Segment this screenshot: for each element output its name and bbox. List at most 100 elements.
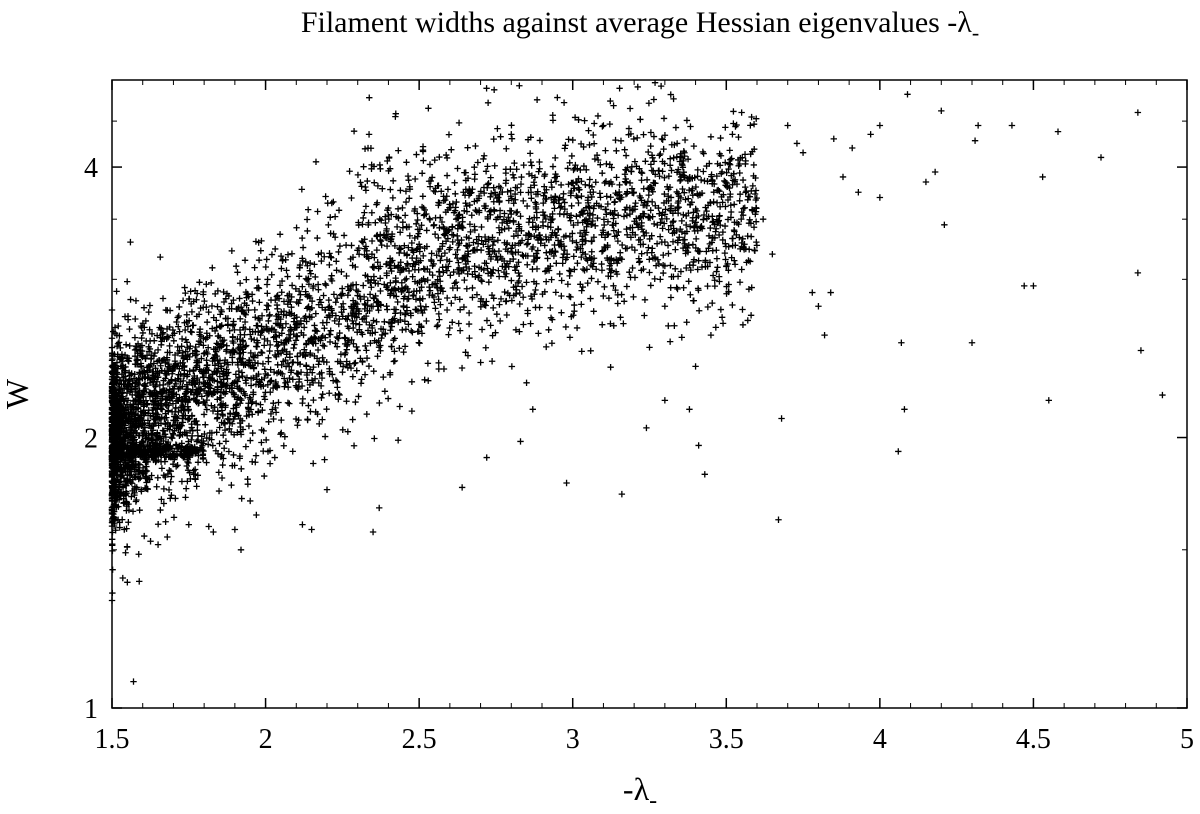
data-point — [228, 247, 236, 255]
data-point — [131, 436, 139, 443]
data-point — [573, 239, 580, 246]
data-point — [520, 294, 527, 301]
data-point — [599, 321, 606, 328]
data-point — [503, 260, 511, 267]
data-point — [285, 296, 292, 304]
data-point — [443, 306, 451, 314]
data-point — [590, 131, 597, 139]
data-point — [590, 205, 597, 212]
data-point — [165, 407, 172, 414]
data-point — [142, 467, 149, 474]
data-point — [578, 348, 585, 355]
data-point — [305, 402, 312, 409]
data-point — [398, 279, 406, 286]
data-point — [600, 122, 607, 129]
data-point — [138, 488, 145, 495]
data-point — [433, 284, 441, 291]
data-point — [142, 475, 149, 482]
data-point — [367, 339, 374, 347]
data-point — [266, 460, 274, 467]
data-point — [529, 224, 536, 231]
data-point — [713, 172, 721, 180]
data-point — [183, 311, 191, 318]
data-point — [303, 216, 311, 223]
data-point — [640, 228, 647, 236]
data-point — [481, 202, 488, 210]
data-point — [500, 268, 508, 276]
data-point — [377, 302, 384, 309]
data-point — [452, 190, 459, 197]
data-point — [437, 214, 444, 221]
data-point — [139, 329, 147, 337]
data-point — [616, 85, 623, 92]
data-point — [747, 150, 754, 158]
data-point — [415, 230, 422, 237]
data-point — [165, 486, 173, 494]
data-point — [418, 170, 426, 177]
data-point — [201, 297, 208, 305]
data-point — [117, 473, 124, 481]
data-point — [716, 278, 723, 285]
data-point — [312, 158, 320, 166]
data-point — [386, 255, 394, 262]
data-point — [729, 131, 736, 138]
data-point — [642, 229, 650, 237]
data-point — [305, 275, 312, 282]
data-point — [607, 364, 614, 371]
data-point — [374, 259, 381, 266]
data-point — [739, 321, 747, 328]
data-point — [181, 284, 188, 291]
data-point — [157, 362, 164, 369]
data-point — [597, 161, 604, 168]
data-point — [527, 233, 535, 240]
data-point — [319, 390, 326, 398]
data-point — [517, 213, 524, 220]
data-point — [131, 483, 139, 490]
data-point — [266, 447, 274, 454]
data-point — [642, 158, 649, 165]
data-point — [274, 361, 281, 369]
data-point — [558, 292, 565, 300]
data-point — [371, 179, 378, 186]
data-point — [200, 342, 207, 349]
data-point — [237, 341, 244, 348]
data-point — [206, 434, 213, 442]
data-point — [624, 188, 631, 195]
data-point — [519, 251, 526, 259]
data-point — [461, 276, 468, 284]
data-point — [665, 172, 673, 180]
data-point — [425, 178, 433, 185]
data-point — [172, 404, 179, 412]
data-point — [752, 218, 760, 225]
data-point — [607, 273, 614, 280]
data-point — [645, 191, 652, 199]
data-point — [646, 344, 653, 351]
data-point — [678, 334, 685, 341]
data-point — [548, 340, 556, 347]
data-point — [512, 326, 520, 334]
data-point — [630, 135, 637, 143]
data-point — [501, 263, 509, 271]
data-point — [231, 413, 239, 420]
data-point — [118, 472, 125, 480]
data-point — [566, 214, 573, 221]
data-point — [636, 192, 643, 200]
data-point — [759, 215, 767, 223]
data-point — [685, 186, 693, 194]
data-point — [344, 283, 352, 290]
data-point — [446, 201, 453, 208]
data-point — [428, 250, 435, 257]
data-point — [329, 371, 336, 378]
data-point — [661, 262, 669, 270]
data-point — [230, 451, 237, 459]
data-point — [286, 374, 293, 382]
data-point — [564, 165, 571, 172]
data-point — [408, 239, 416, 247]
data-point — [174, 415, 181, 422]
data-point — [503, 145, 510, 152]
data-point — [582, 181, 589, 188]
data-point — [496, 190, 503, 198]
data-point — [434, 321, 441, 329]
data-point — [646, 235, 653, 243]
data-point — [364, 297, 371, 304]
